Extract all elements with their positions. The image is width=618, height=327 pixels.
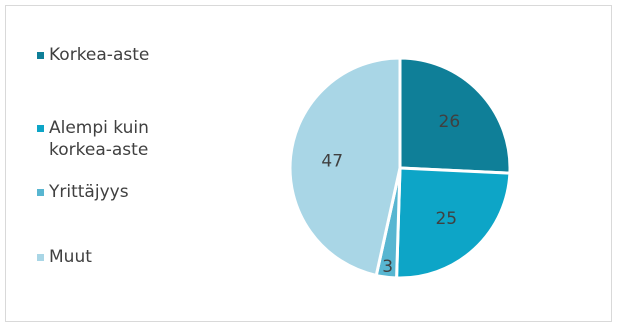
data-label: 26 xyxy=(439,112,461,132)
pie-slice xyxy=(288,56,402,278)
legend-item-muut: Muut xyxy=(37,246,92,268)
legend-swatch xyxy=(37,189,44,196)
legend-label: Alempi kuin korkea-aste xyxy=(49,118,149,160)
legend-item-yrittajyys: Yrittäjyys xyxy=(37,181,129,203)
legend-swatch xyxy=(37,125,44,132)
data-label: 25 xyxy=(435,209,457,229)
legend-swatch xyxy=(37,254,44,261)
pie-slice xyxy=(395,166,512,280)
data-label: 3 xyxy=(382,257,393,277)
legend-label: Yrittäjyys xyxy=(49,182,129,202)
legend-item-alempi-kuin-korkea-aste: Alempi kuin korkea-aste xyxy=(37,117,149,161)
legend-label: Muut xyxy=(49,247,92,267)
legend-swatch xyxy=(37,52,44,59)
data-label: 47 xyxy=(321,152,343,172)
legend-label: Korkea-aste xyxy=(49,45,150,65)
legend-item-korkea-aste: Korkea-aste xyxy=(37,44,149,66)
pie-slice xyxy=(398,56,512,175)
